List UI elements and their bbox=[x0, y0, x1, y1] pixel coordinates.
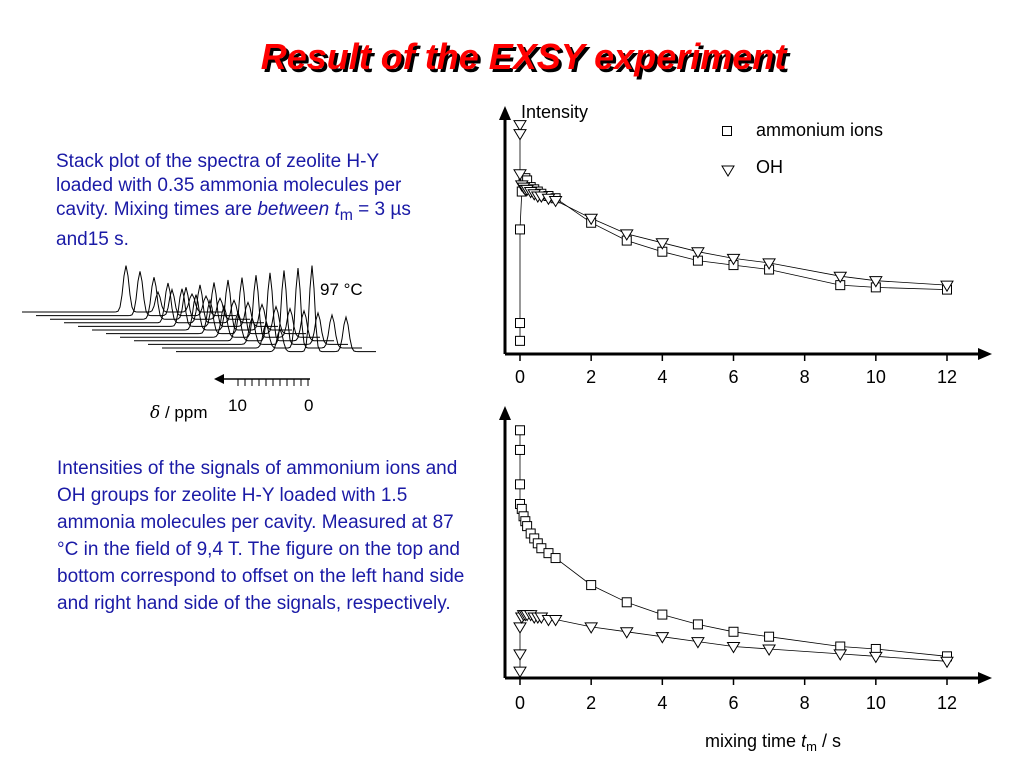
nmr-stack-plot bbox=[22, 265, 376, 386]
spectrum-trace bbox=[162, 267, 362, 349]
intensity-caption: Intensities of the signals of ammonium i… bbox=[57, 458, 465, 614]
ppm-tick-10: 10 bbox=[228, 396, 247, 415]
x-tick-label: 4 bbox=[657, 693, 667, 713]
data-point-triangle bbox=[721, 165, 735, 177]
data-point-triangle bbox=[940, 656, 954, 669]
data-point-triangle bbox=[833, 271, 848, 284]
data-point-triangle bbox=[619, 627, 634, 639]
data-point-square bbox=[515, 425, 525, 436]
spectrum-trace bbox=[92, 279, 292, 331]
ppm-axis-arrow bbox=[214, 374, 224, 384]
data-point-triangle bbox=[584, 213, 599, 226]
x-tick-label: 6 bbox=[728, 693, 738, 713]
data-point-square bbox=[692, 619, 703, 630]
spectrum-trace bbox=[134, 272, 334, 342]
data-point-square bbox=[550, 553, 561, 564]
caption-emphasis: between bbox=[257, 199, 330, 220]
caption-t-symbol: t bbox=[334, 199, 340, 220]
data-point-triangle bbox=[833, 649, 848, 661]
y-axis-label: Intensity bbox=[521, 102, 588, 122]
y-axis-arrow bbox=[499, 106, 511, 120]
ppm-tick-0: 0 bbox=[304, 396, 314, 415]
data-point-triangle bbox=[726, 642, 741, 654]
data-point-triangle bbox=[513, 622, 527, 634]
data-point-square bbox=[764, 631, 775, 642]
fit-curve bbox=[519, 430, 948, 657]
data-point-square bbox=[586, 580, 597, 591]
y-axis-arrow bbox=[499, 406, 511, 420]
data-point-square bbox=[657, 609, 668, 620]
spectrum-trace bbox=[176, 265, 376, 353]
data-point-triangle bbox=[548, 195, 563, 208]
spectrum-trace bbox=[148, 270, 348, 345]
caption-text: Stack plot of the spectra of zeolite H-Y… bbox=[56, 151, 402, 220]
stack-plot-caption: Stack plot of the spectra of zeolite H-Y… bbox=[56, 150, 416, 252]
data-point-triangle bbox=[691, 247, 705, 259]
x-axis-label-m: m bbox=[806, 739, 817, 754]
data-point-square bbox=[515, 224, 525, 235]
data-point-square bbox=[621, 597, 632, 608]
x-axis-arrow bbox=[978, 348, 992, 360]
x-tick-label: 12 bbox=[937, 693, 957, 713]
x-tick-label: 4 bbox=[657, 367, 667, 387]
x-axis-arrow bbox=[978, 672, 992, 684]
temperature-label: 97 °C bbox=[320, 280, 363, 299]
ppm-unit: / ppm bbox=[160, 403, 208, 422]
data-point-triangle bbox=[655, 632, 670, 644]
spectrum-trace bbox=[106, 277, 306, 335]
data-point-triangle bbox=[868, 276, 883, 288]
x-axis-label: mixing time tm / s bbox=[705, 731, 841, 754]
x-tick-label: 2 bbox=[586, 367, 596, 387]
data-point-triangle bbox=[513, 169, 527, 181]
x-tick-label: 2 bbox=[586, 693, 596, 713]
x-tick-label: 10 bbox=[866, 367, 886, 387]
data-point-square bbox=[515, 444, 525, 455]
slide-title: Result of the EXSY experiment bbox=[260, 36, 787, 77]
spectrum-trace bbox=[78, 282, 278, 327]
caption-text-end: = 3 µs and15 s. bbox=[56, 199, 411, 250]
data-point-triangle bbox=[513, 120, 527, 132]
data-point-triangle bbox=[513, 129, 527, 141]
x-tick-label: 0 bbox=[515, 693, 525, 713]
spectrum-trace bbox=[50, 277, 250, 320]
spectrum-trace bbox=[36, 271, 236, 317]
data-point-square bbox=[722, 126, 732, 136]
data-point-triangle bbox=[548, 614, 563, 627]
data-point-triangle bbox=[762, 644, 776, 656]
caption-m-subscript: m bbox=[339, 206, 353, 224]
data-point-triangle bbox=[691, 637, 705, 649]
x-axis-label-post: / s bbox=[817, 731, 841, 751]
legend-label-oh: OH bbox=[756, 157, 783, 177]
chart-panel-1: 0 2 4 6 8 10 12 Intensity ammonium ions OH bbox=[499, 102, 992, 387]
data-point-triangle bbox=[868, 651, 883, 664]
data-point-triangle bbox=[655, 238, 670, 250]
legend-label-ammonium: ammonium ions bbox=[756, 120, 883, 140]
x-tick-label: 12 bbox=[937, 367, 957, 387]
data-point-triangle bbox=[762, 258, 776, 270]
data-point-square bbox=[728, 626, 739, 637]
data-point-triangle bbox=[726, 253, 741, 266]
data-point-square bbox=[515, 335, 525, 346]
x-tick-label: 8 bbox=[800, 693, 810, 713]
data-point-triangle bbox=[619, 229, 634, 241]
delta-symbol: δ bbox=[150, 403, 161, 423]
x-tick-label: 10 bbox=[866, 693, 886, 713]
ppm-axis-label: δ / ppm bbox=[150, 403, 208, 423]
chart-panel-2: 0 2 4 6 8 10 12 mixing time tm / s bbox=[499, 406, 992, 754]
spectrum-trace bbox=[64, 282, 264, 324]
x-axis-label-pre: mixing time bbox=[705, 731, 801, 751]
data-point-square bbox=[515, 318, 525, 329]
x-tick-label: 8 bbox=[800, 367, 810, 387]
spectrum-trace bbox=[120, 275, 320, 338]
data-point-triangle bbox=[584, 622, 599, 634]
data-point-square bbox=[515, 479, 525, 490]
x-tick-label: 0 bbox=[515, 367, 525, 387]
data-point-triangle bbox=[940, 280, 954, 293]
data-point-triangle bbox=[513, 649, 527, 661]
x-tick-label: 6 bbox=[728, 367, 738, 387]
x-axis-label-t: t bbox=[801, 731, 807, 751]
data-point-triangle bbox=[513, 666, 527, 679]
